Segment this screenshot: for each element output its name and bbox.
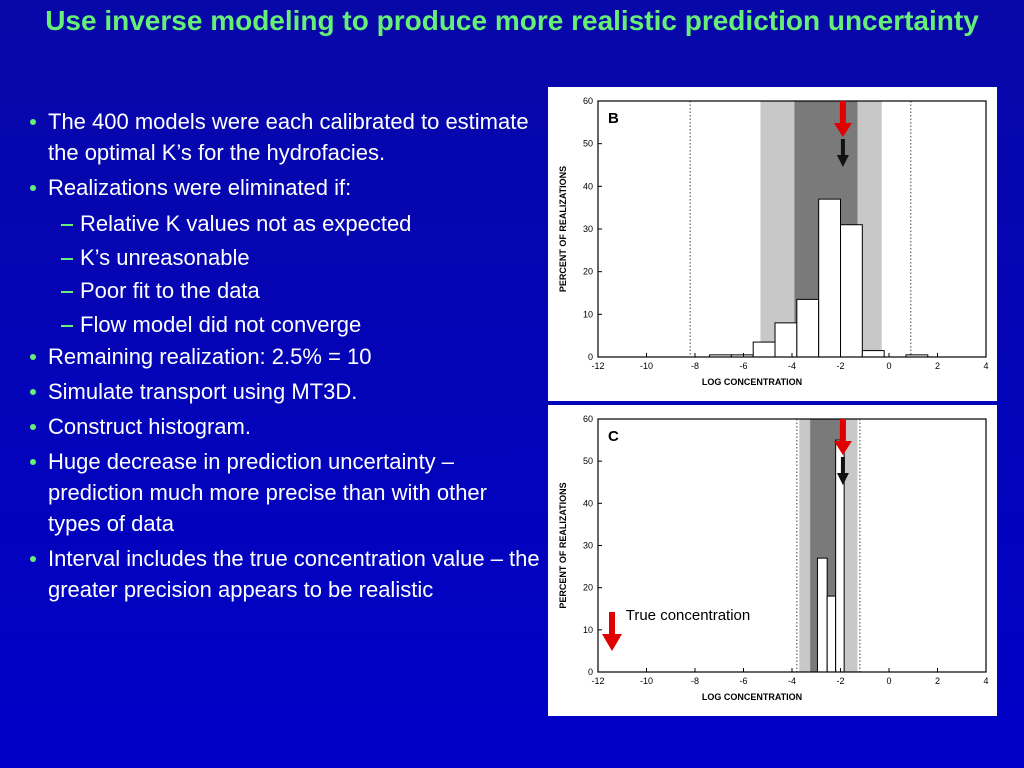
x-tick-label: 2 xyxy=(935,676,940,686)
histogram-bar xyxy=(861,350,885,358)
bullet-text: Simulate transport using MT3D. xyxy=(48,379,358,404)
x-tick-label: -12 xyxy=(591,361,604,371)
x-axis-title: LOG CONCENTRATION xyxy=(702,377,802,387)
bullet: The 400 models were each calibrated to e… xyxy=(28,106,540,168)
bullet-marker xyxy=(30,556,36,562)
y-tick-label: 30 xyxy=(583,224,593,234)
y-tick-label: 60 xyxy=(583,96,593,106)
y-tick-label: 20 xyxy=(583,583,593,593)
x-tick-label: -8 xyxy=(691,361,699,371)
histogram-bar xyxy=(826,595,837,673)
histogram-bar xyxy=(816,557,828,673)
sub-bullet-text: Poor fit to the data xyxy=(80,278,260,303)
bullet: Huge decrease in prediction uncertainty … xyxy=(28,446,540,539)
sub-bullet-marker xyxy=(61,324,73,327)
histogram-bar xyxy=(840,224,863,358)
histogram-bar xyxy=(752,341,776,358)
y-tick-label: 40 xyxy=(583,181,593,191)
bullet-marker xyxy=(30,185,36,191)
histogram-bar xyxy=(818,198,841,358)
sub-bullet: K’s unreasonable xyxy=(28,241,540,275)
x-tick-label: -10 xyxy=(640,361,653,371)
panel-letter: C xyxy=(608,428,619,445)
y-tick-label: 40 xyxy=(583,498,593,508)
bullet-list: The 400 models were each calibrated to e… xyxy=(28,106,540,609)
y-axis-title: PERCENT OF REALIZATIONS xyxy=(558,482,568,608)
y-tick-label: 50 xyxy=(583,139,593,149)
x-tick-label: -6 xyxy=(739,361,747,371)
x-tick-label: 4 xyxy=(983,676,988,686)
bullet-text: The 400 models were each calibrated to e… xyxy=(48,109,529,165)
bullet-marker xyxy=(30,424,36,430)
bullet-text: Interval includes the true concentration… xyxy=(48,546,540,602)
histogram-bar xyxy=(796,298,820,358)
y-tick-label: 20 xyxy=(583,267,593,277)
sub-bullet-text: Flow model did not converge xyxy=(80,311,362,337)
x-tick-label: 0 xyxy=(886,361,891,371)
y-tick-label: 0 xyxy=(588,352,593,362)
y-tick-label: 10 xyxy=(583,625,593,635)
y-tick-label: 10 xyxy=(583,309,593,319)
x-tick-label: 0 xyxy=(886,676,891,686)
sub-bullet-marker xyxy=(61,257,73,260)
x-tick-label: -2 xyxy=(836,361,844,371)
sub-bullet: Flow model did not converge xyxy=(28,308,540,342)
y-axis-title: PERCENT OF REALIZATIONS xyxy=(558,166,568,292)
x-tick-label: -10 xyxy=(640,676,653,686)
sub-bullet-marker xyxy=(61,291,73,293)
bullet-text: Huge decrease in prediction uncertainty … xyxy=(48,449,487,536)
bullet: Simulate transport using MT3D. xyxy=(28,376,540,407)
bullet-marker xyxy=(30,354,36,360)
bullet-marker xyxy=(30,389,36,395)
true-value-arrow xyxy=(833,419,852,455)
sub-bullet-marker xyxy=(61,224,73,226)
x-tick-label: -2 xyxy=(836,676,844,686)
y-tick-label: 50 xyxy=(583,456,593,466)
plot-frame xyxy=(597,418,987,673)
estimate-arrow xyxy=(836,457,849,485)
panel-letter: B xyxy=(608,110,619,127)
x-axis-title: LOG CONCENTRATION xyxy=(702,692,802,702)
true-value-arrow xyxy=(833,101,852,137)
estimate-arrow xyxy=(836,139,849,167)
bullet: Interval includes the true concentration… xyxy=(28,543,540,605)
x-tick-label: -4 xyxy=(788,676,796,686)
bullet-marker xyxy=(30,119,36,125)
y-tick-label: 30 xyxy=(583,541,593,551)
bullet: Realizations were eliminated if: xyxy=(28,172,540,203)
bullet: Remaining realization: 2.5% = 10 xyxy=(28,341,540,372)
x-tick-label: 4 xyxy=(983,361,988,371)
sub-bullet: Poor fit to the data xyxy=(28,274,540,308)
slide-title: Use inverse modeling to produce more rea… xyxy=(45,5,979,36)
x-tick-label: -6 xyxy=(739,676,747,686)
sub-bullet-text: Relative K values not as expected xyxy=(80,211,412,236)
bullet-marker xyxy=(30,459,36,465)
legend-arrow xyxy=(602,612,622,651)
x-tick-label: -4 xyxy=(788,361,796,371)
y-tick-label: 60 xyxy=(583,414,593,424)
histogram-bar xyxy=(774,322,798,358)
bullet-text: Construct histogram. xyxy=(48,414,251,439)
bullet-text: Realizations were eliminated if: xyxy=(48,175,352,200)
y-tick-label: 0 xyxy=(588,667,593,677)
sub-bullet-text: K’s unreasonable xyxy=(80,244,250,270)
sub-bullet: Relative K values not as expected xyxy=(28,207,540,241)
annotation: True concentration xyxy=(625,607,751,624)
bullet-text: Remaining realization: 2.5% = 10 xyxy=(48,344,372,369)
x-tick-label: -8 xyxy=(691,676,699,686)
x-tick-label: -12 xyxy=(591,676,604,686)
bullet: Construct histogram. xyxy=(28,411,540,442)
x-tick-label: 2 xyxy=(935,361,940,371)
